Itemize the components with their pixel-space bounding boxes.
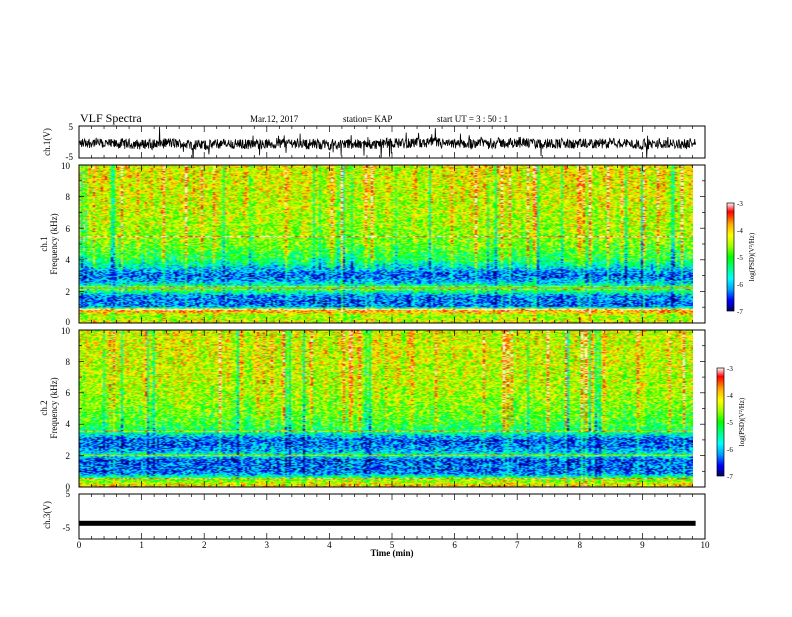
cb2-tick-m5: -5 bbox=[727, 419, 733, 427]
ch1-spec-ytick-10: 10 bbox=[61, 161, 71, 171]
ch1-spectrogram-panel: 0 2 4 6 8 10 ch.1 Frequency (kHz) bbox=[39, 161, 706, 327]
ch2-spec-ticks bbox=[78, 329, 706, 488]
x-tick-label-3: 3 bbox=[265, 540, 270, 550]
cb2-tick-m6: -6 bbox=[727, 446, 733, 454]
x-tick-label-7: 7 bbox=[515, 540, 520, 550]
ch2-spec-ytick-4: 4 bbox=[66, 419, 71, 429]
x-tick-label-6: 6 bbox=[452, 540, 457, 550]
ch3-frame bbox=[78, 493, 706, 540]
ch1-waveform-panel: 5 -5 ch.1(V) bbox=[42, 122, 706, 162]
ch1-spec-ytick-2: 2 bbox=[66, 287, 71, 297]
x-tick-label-8: 8 bbox=[578, 540, 583, 550]
ch1-trace bbox=[79, 126, 696, 158]
ch3-ytick-bottom: -5 bbox=[63, 523, 71, 533]
colorbar-2: -3 -4 -5 -6 -7 log(PSD)(V²/Hz) bbox=[716, 365, 746, 481]
cb1-tick-m5: -5 bbox=[737, 254, 743, 262]
cb1-tick-m3: -3 bbox=[737, 200, 743, 208]
x-tick-label-1: 1 bbox=[139, 540, 144, 550]
cb2-tick-m4: -4 bbox=[727, 392, 733, 400]
ch1-spec-ytick-4: 4 bbox=[66, 255, 71, 265]
colorbar-1: -3 -4 -5 -6 -7 log(PSD)(V²/Hz) bbox=[726, 200, 756, 316]
ch2-spec-ylabel-channel: ch.2 bbox=[39, 400, 49, 415]
figure-title: VLF Spectra bbox=[80, 111, 142, 125]
x-tick-label-4: 4 bbox=[327, 540, 332, 550]
ch1-spectrogram-image bbox=[79, 165, 693, 323]
x-tick-label-0: 0 bbox=[77, 540, 82, 550]
ch1-spec-ticks bbox=[78, 164, 706, 324]
cb2-tick-m3: -3 bbox=[727, 365, 733, 373]
ch1-spec-ytick-0: 0 bbox=[66, 317, 71, 327]
ch2-spec-ytick-2: 2 bbox=[66, 451, 71, 461]
ch1-spec-ylabel-freq: Frequency (kHz) bbox=[49, 213, 59, 274]
ch3-ticks bbox=[78, 494, 706, 539]
ch3-waveform-panel: 5 -5 ch.3(V) bbox=[42, 489, 706, 540]
ch2-spec-ytick-0: 0 bbox=[66, 482, 71, 492]
ch2-spectrogram-panel: 0 2 4 6 8 10 ch.2 Frequency (kHz) bbox=[39, 326, 706, 492]
ch3-ylabel: ch.3(V) bbox=[42, 501, 52, 529]
ch2-spec-ytick-10: 10 bbox=[61, 326, 71, 336]
date-label: Mar.12, 2017 bbox=[250, 114, 299, 124]
x-tick-label-10: 10 bbox=[701, 540, 711, 550]
ch1-ytick-top: 5 bbox=[69, 122, 74, 132]
ch1-ylabel: ch.1(V) bbox=[42, 128, 52, 156]
cb2-tick-m7: -7 bbox=[727, 473, 733, 481]
colorbar-2-bar bbox=[716, 367, 725, 477]
ch1-spec-ytick-6: 6 bbox=[66, 224, 71, 234]
x-axis-label: Time (min) bbox=[370, 548, 413, 558]
x-tick-label-9: 9 bbox=[640, 540, 645, 550]
colorbar-1-label: log(PSD)(V²/Hz) bbox=[748, 232, 756, 281]
ch1-spec-ylabel-channel: ch.1 bbox=[39, 236, 49, 251]
station-label: station= KAP bbox=[343, 114, 392, 124]
cb1-tick-m6: -6 bbox=[737, 281, 743, 289]
ch3-trace bbox=[79, 520, 696, 526]
cb1-tick-m7: -7 bbox=[737, 308, 743, 316]
ch3-ytick-top: 5 bbox=[66, 489, 71, 499]
colorbar-2-label: log(PSD)(V²/Hz) bbox=[738, 397, 746, 446]
x-tick-label-2: 2 bbox=[202, 540, 207, 550]
x-tick-labels: 0 1 2 3 4 5 6 7 8 9 10 bbox=[77, 540, 710, 550]
ch2-spectrogram-image bbox=[79, 330, 693, 487]
ch2-spec-ylabel-freq: Frequency (kHz) bbox=[49, 377, 59, 438]
ch1-trace-line bbox=[79, 126, 696, 158]
cb1-tick-m4: -4 bbox=[737, 227, 743, 235]
start-time-label: start UT = 3 : 50 : 1 bbox=[437, 114, 508, 124]
colorbar-1-bar bbox=[726, 202, 735, 312]
ch2-spec-ytick-8: 8 bbox=[66, 357, 71, 367]
ch1-x-ticks bbox=[78, 126, 706, 158]
ch1-ytick-bottom: -5 bbox=[66, 152, 74, 162]
ch1-spec-ytick-8: 8 bbox=[66, 192, 71, 202]
x-tick-label-5: 5 bbox=[390, 540, 395, 550]
ch2-spec-ytick-6: 6 bbox=[66, 388, 71, 398]
